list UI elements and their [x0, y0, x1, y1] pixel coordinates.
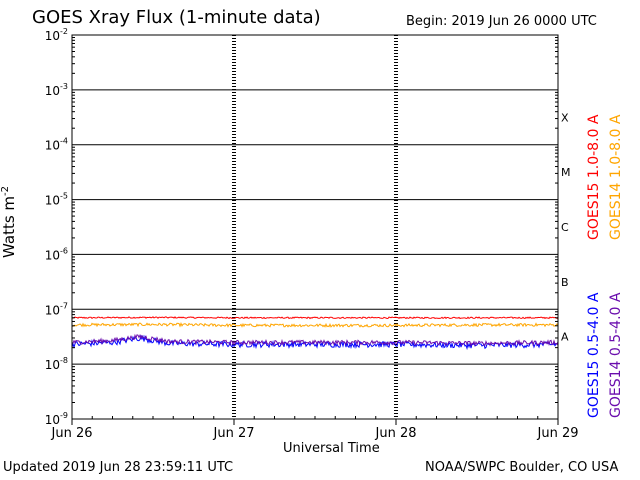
series-layer — [71, 316, 559, 351]
y-tick-label: 10-4 — [45, 137, 68, 153]
flare-class-label: A — [561, 331, 569, 344]
series-line — [71, 316, 559, 320]
flare-class-label: M — [561, 166, 571, 179]
chart-title: GOES Xray Flux (1-minute data) — [32, 7, 321, 28]
x-axis-label: Universal Time — [283, 441, 380, 456]
y-tick-label: 10-8 — [45, 356, 68, 372]
flare-class-label: B — [561, 276, 569, 289]
updated-timestamp: Updated 2019 Jun 28 23:59:11 UTC — [3, 460, 234, 475]
y-tick-label: 10-5 — [45, 192, 68, 208]
credit-label: NOAA/SWPC Boulder, CO USA — [425, 460, 619, 475]
x-tick-label: Jun 29 — [537, 426, 579, 441]
x-tick-label: Jun 28 — [375, 426, 417, 441]
y-tick-label: 10-2 — [45, 27, 68, 43]
y-tick-label: 10-3 — [45, 82, 68, 98]
series-line — [71, 333, 559, 347]
legend-layer: GOES15 1.0-8.0 A GOES14 1.0-8.0 A GOES15 0… — [586, 114, 624, 418]
flare-class-label: X — [561, 111, 569, 124]
plot-frame — [71, 34, 559, 420]
legend-entry: GOES14 1.0-8.0 A — [608, 114, 624, 240]
y-tick-label: 10-9 — [45, 411, 68, 427]
series-line — [71, 334, 559, 351]
x-tick-label: Jun 27 — [213, 426, 255, 441]
y-tick-label: 10-7 — [45, 301, 68, 317]
series-line — [71, 322, 559, 328]
grid-layer — [72, 35, 558, 419]
axis-layer: 10-9 10-8 10-7 10-6 10-5 10-4 10-3 10-2 Jun 26 Ju… — [45, 27, 579, 441]
begin-time-label: Begin: 2019 Jun 26 0000 UTC — [406, 14, 597, 29]
legend-entry: GOES14 0.5-4.0 A — [608, 292, 624, 418]
legend-entry: GOES15 0.5-4.0 A — [586, 292, 602, 418]
legend-entry: GOES15 1.0-8.0 A — [586, 114, 602, 240]
x-tick-label: Jun 26 — [51, 426, 93, 441]
y-tick-label: 10-6 — [45, 246, 68, 262]
flare-class-label: C — [561, 221, 569, 234]
